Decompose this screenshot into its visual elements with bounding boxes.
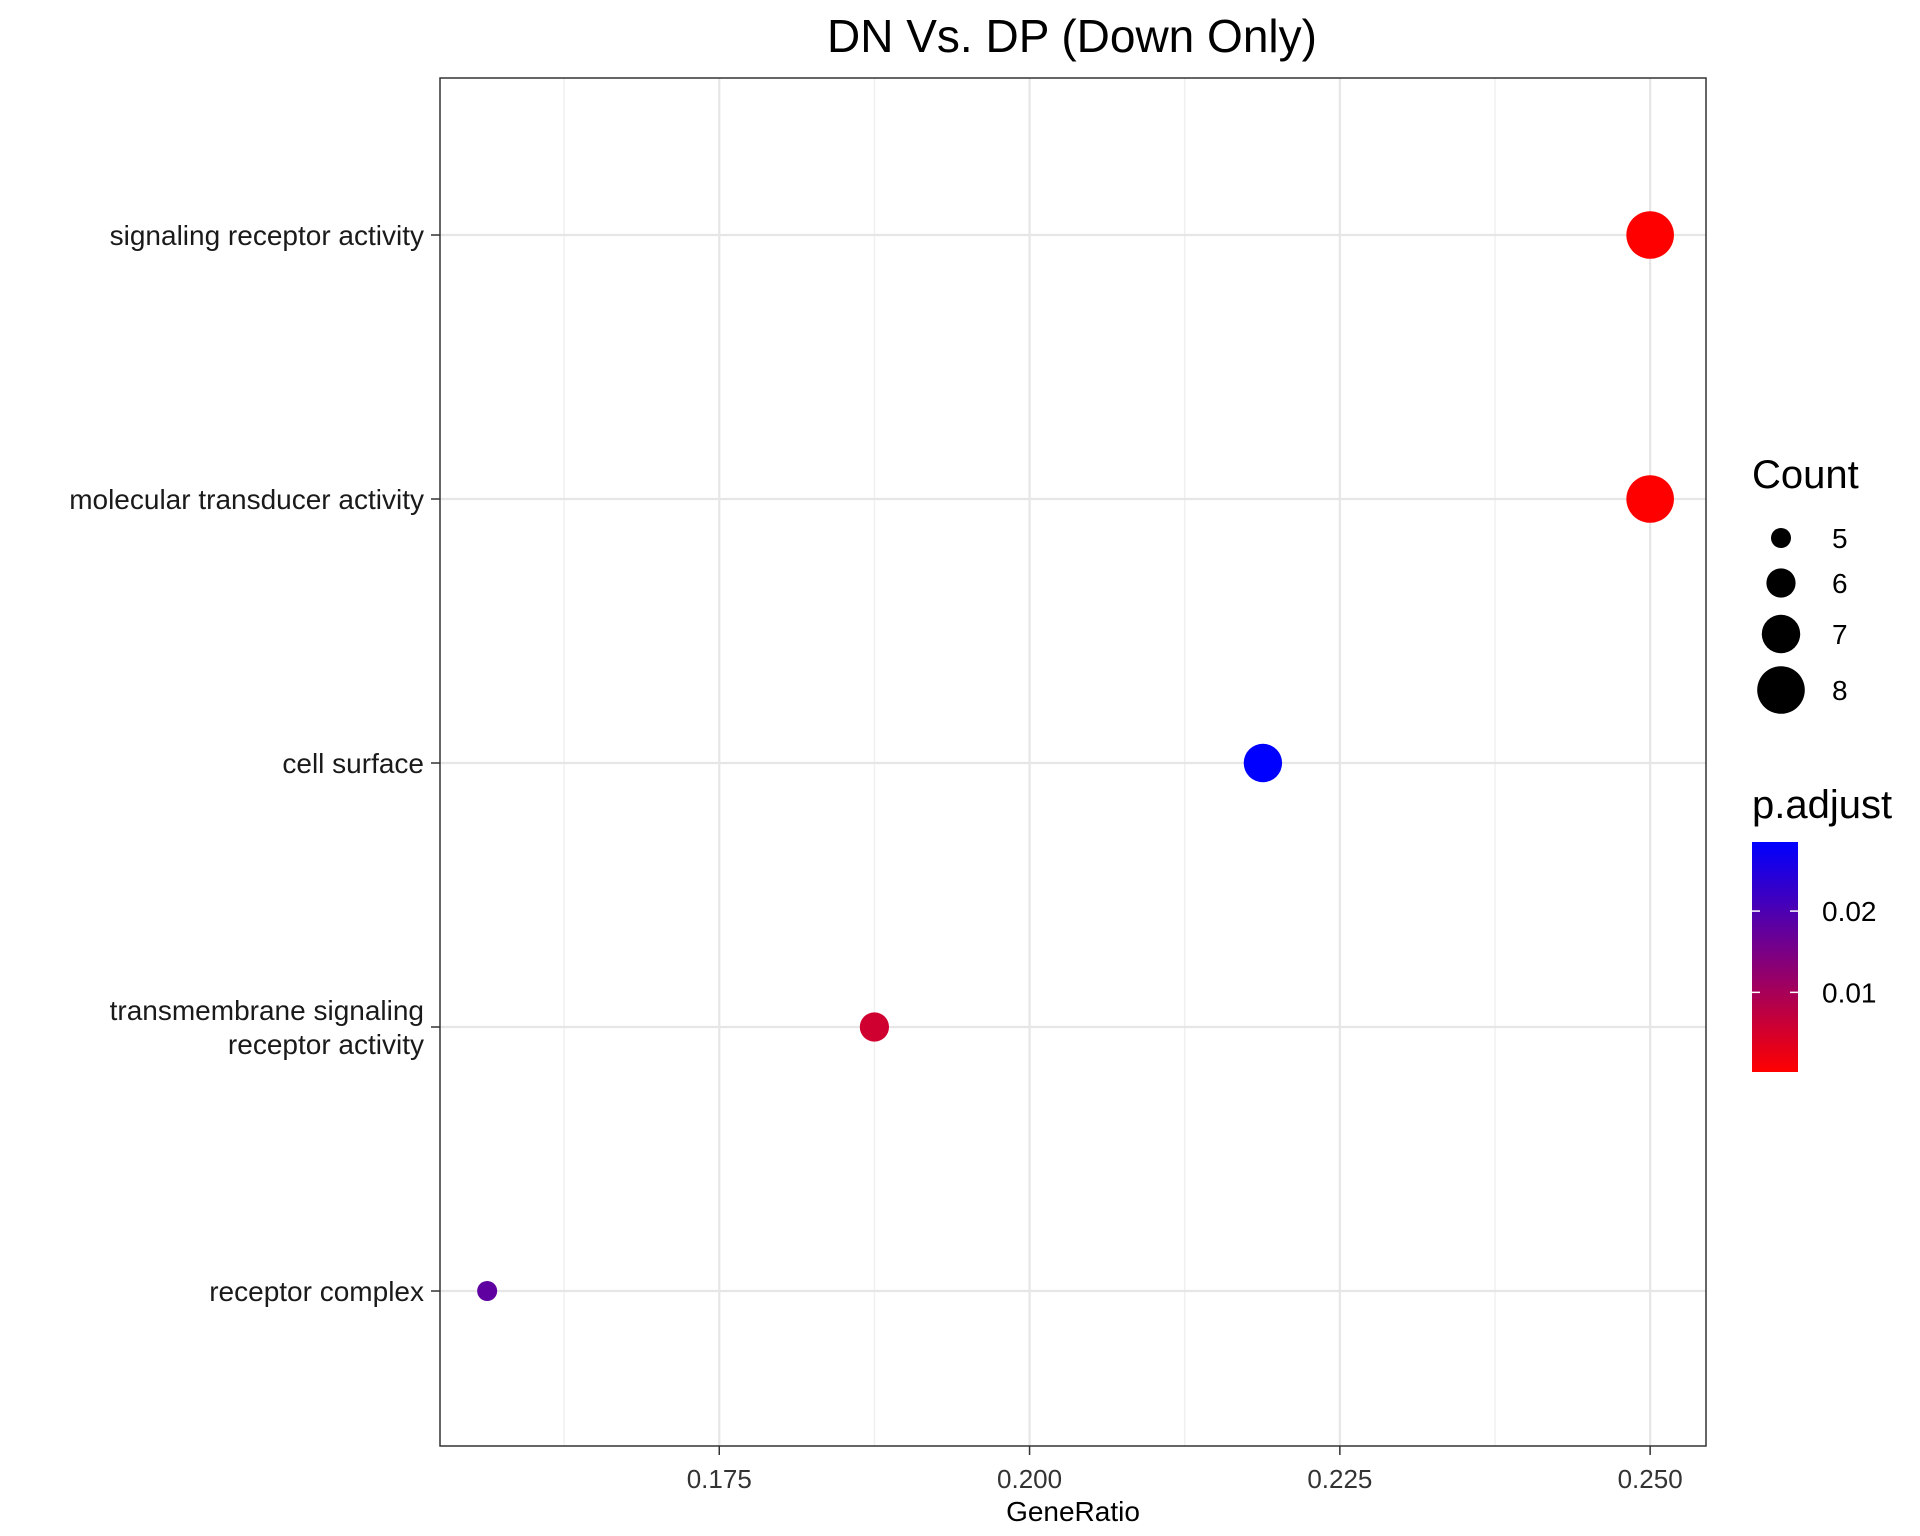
color-legend-title: p.adjust: [1752, 783, 1892, 827]
plot-border: [439, 77, 1707, 1447]
y-tick-label-0: signaling receptor activity: [110, 220, 424, 251]
size-legend-dot-1: [1766, 568, 1796, 598]
y-axis: signaling receptor activity molecular tra…: [69, 220, 440, 1307]
x-axis-label: GeneRatio: [1006, 1496, 1140, 1527]
data-point-1: [1626, 475, 1674, 523]
data-point-0: [1626, 211, 1674, 259]
size-legend-label-2: 7: [1832, 619, 1848, 650]
size-legend-items: 5 6 7 8: [1757, 523, 1848, 714]
size-legend-label-1: 6: [1832, 568, 1848, 599]
y-tick-label-3: transmembrane signaling receptor activity: [110, 995, 424, 1060]
y-tick-label-line: cell surface: [282, 748, 424, 779]
x-axis: 0.175 0.200 0.225 0.250: [687, 1446, 1683, 1494]
size-legend: Count 5 6 7 8: [1752, 453, 1859, 714]
y-tick-label-line: receptor activity: [228, 1029, 424, 1060]
y-tick-label-2: cell surface: [282, 748, 424, 779]
data-point-3: [859, 1012, 890, 1042]
color-bar: [1752, 842, 1798, 1072]
color-legend: p.adjust 0.02 0.01: [1752, 783, 1892, 1072]
data-points: [477, 211, 1674, 1301]
size-legend-dot-2: [1761, 614, 1801, 654]
size-legend-label-0: 5: [1832, 523, 1848, 554]
x-tick-label-3: 0.250: [1618, 1464, 1683, 1494]
y-tick-label-line: signaling receptor activity: [110, 220, 424, 251]
grid-major: [440, 78, 1706, 1446]
y-tick-label-line: molecular transducer activity: [69, 484, 424, 515]
size-legend-dot-0: [1771, 528, 1791, 548]
chart-title: DN Vs. DP (Down Only): [827, 10, 1317, 62]
y-tick-label-line: receptor complex: [209, 1276, 424, 1307]
y-tick-label-1: molecular transducer activity: [69, 484, 424, 515]
color-legend-label-0: 0.02: [1822, 896, 1877, 927]
x-tick-label-2: 0.225: [1307, 1464, 1372, 1494]
y-tick-label-4: receptor complex: [209, 1276, 424, 1307]
data-point-4: [477, 1281, 498, 1301]
data-point-2: [1243, 743, 1283, 783]
x-tick-label-0: 0.175: [687, 1464, 752, 1494]
color-legend-ticks: 0.02 0.01: [1752, 896, 1877, 1008]
size-legend-dot-3: [1757, 666, 1805, 714]
y-tick-label-line: transmembrane signaling: [110, 995, 424, 1026]
size-legend-label-3: 8: [1832, 675, 1848, 706]
color-legend-label-1: 0.01: [1822, 977, 1877, 1008]
size-legend-title: Count: [1752, 453, 1859, 497]
x-tick-label-1: 0.200: [997, 1464, 1062, 1494]
